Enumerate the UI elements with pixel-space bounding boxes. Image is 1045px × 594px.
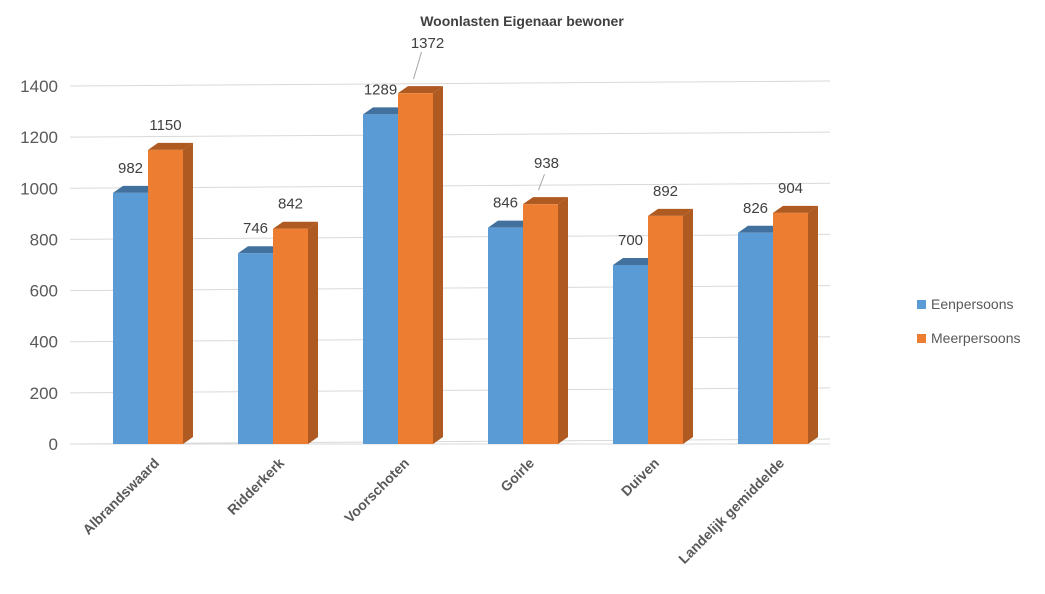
data-label: 892 (653, 183, 678, 200)
gridlines (69, 80, 831, 445)
gridline (69, 131, 831, 138)
bar-meerpersoons-2 (398, 86, 443, 444)
x-tick-label: Voorschoten (341, 455, 412, 526)
x-tick-label: Landelijk gemiddelde (675, 455, 787, 567)
bar-meerpersoons-4 (648, 208, 693, 444)
gridline (69, 387, 831, 394)
gridline (69, 285, 831, 292)
x-tick-label: Albrandswaard (79, 455, 162, 538)
y-tick-label: 800 (30, 230, 58, 249)
y-tick-label: 600 (30, 282, 58, 301)
data-label: 904 (778, 180, 803, 197)
legend-item-meerpersoons: Meerpersoons (917, 330, 1021, 346)
data-label: 700 (618, 232, 643, 249)
y-axis: 0 200 400 600 800 1000 1200 1400 (20, 77, 58, 454)
x-tick-label: Goirle (497, 455, 537, 495)
gridline (69, 438, 831, 445)
bar-meerpersoons-5 (773, 205, 818, 444)
y-tick-label: 1400 (20, 77, 58, 96)
bar-meerpersoons-1 (273, 221, 318, 444)
y-tick-label: 0 (49, 435, 58, 454)
data-label: 982 (118, 160, 143, 177)
legend: Eenpersoons Meerpersoons (917, 296, 1021, 346)
legend-label: Meerpersoons (931, 330, 1021, 346)
data-label: 1372 (411, 35, 444, 52)
legend-item-eenpersoons: Eenpersoons (917, 296, 1014, 312)
data-label: 826 (743, 200, 768, 217)
leader-line (413, 51, 422, 80)
data-label: 1289 (364, 81, 397, 98)
bar-meerpersoons-3 (523, 197, 568, 444)
x-tick-label: Ridderkerk (224, 455, 287, 518)
data-label: 746 (243, 220, 268, 237)
y-tick-label: 1200 (20, 128, 58, 147)
legend-label: Eenpersoons (931, 296, 1014, 312)
data-label: 1150 (149, 117, 181, 134)
data-label: 842 (278, 196, 303, 213)
y-tick-label: 1000 (20, 179, 58, 198)
leader-line (538, 173, 545, 191)
bar-meerpersoons-0 (148, 142, 193, 444)
x-tick-label: Duiven (618, 455, 662, 499)
data-label: 846 (493, 195, 518, 212)
gridline (69, 80, 831, 87)
gridline (69, 233, 831, 240)
data-labels: 982 1150 746 842 1289 1372 846 938 700 892 826 904 (118, 35, 803, 249)
y-tick-label: 200 (30, 384, 58, 403)
x-axis: Albrandswaard Ridderkerk Voorschoten Goirle… (79, 455, 787, 567)
bars (113, 86, 818, 445)
chart-title: Woonlasten Eigenaar bewoner (420, 13, 624, 29)
data-label: 938 (534, 155, 559, 172)
y-tick-label: 400 (30, 333, 58, 352)
gridline (69, 182, 831, 189)
gridline (69, 336, 831, 343)
